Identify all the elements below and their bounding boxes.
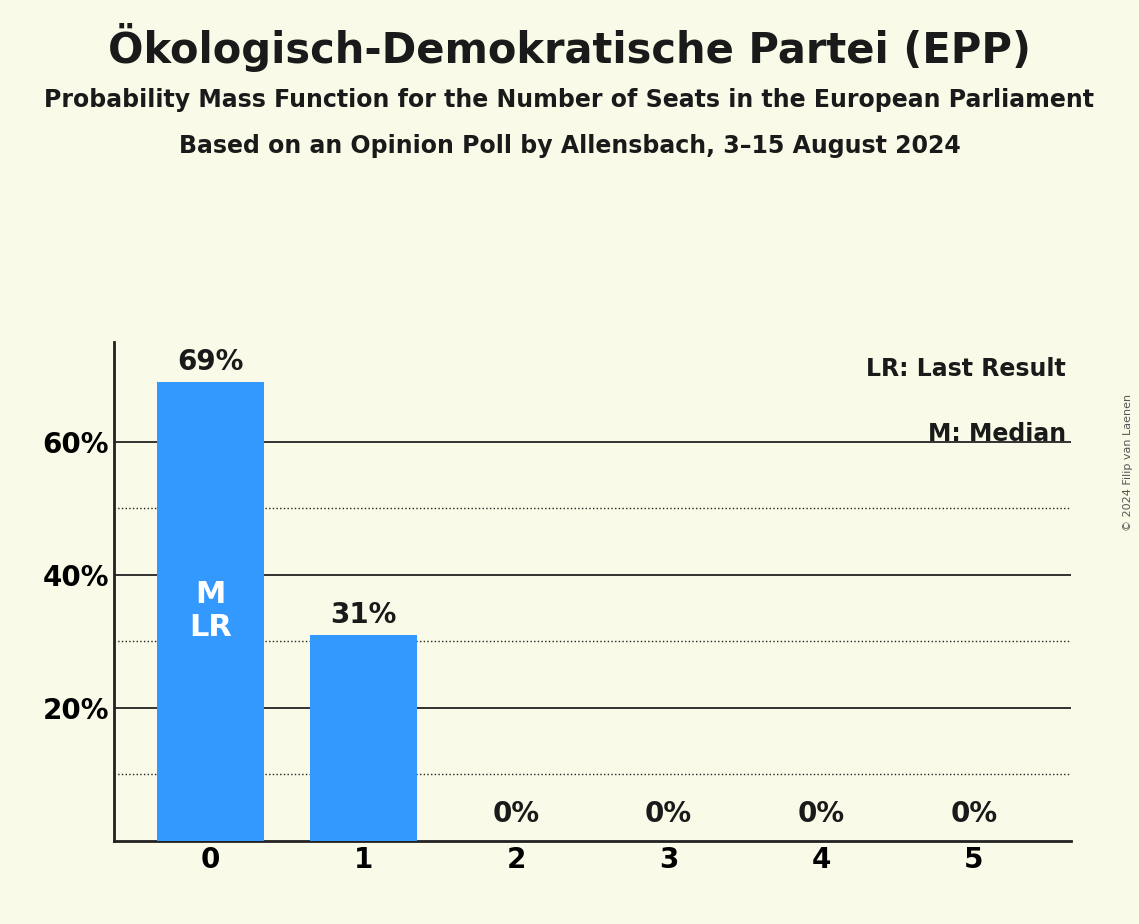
Bar xyxy=(157,382,264,841)
Bar xyxy=(310,635,417,841)
Text: © 2024 Filip van Laenen: © 2024 Filip van Laenen xyxy=(1123,394,1133,530)
Text: M: M xyxy=(196,580,226,609)
Text: LR: Last Result: LR: Last Result xyxy=(866,357,1066,381)
Text: M: Median: M: Median xyxy=(928,421,1066,445)
Text: Based on an Opinion Poll by Allensbach, 3–15 August 2024: Based on an Opinion Poll by Allensbach, … xyxy=(179,134,960,158)
Text: 69%: 69% xyxy=(178,348,244,376)
Text: 0%: 0% xyxy=(950,799,998,828)
Text: Probability Mass Function for the Number of Seats in the European Parliament: Probability Mass Function for the Number… xyxy=(44,88,1095,112)
Text: 0%: 0% xyxy=(797,799,845,828)
Text: 0%: 0% xyxy=(645,799,693,828)
Text: 0%: 0% xyxy=(492,799,540,828)
Text: 31%: 31% xyxy=(330,602,396,629)
Text: LR: LR xyxy=(189,614,232,642)
Text: Ökologisch-Demokratische Partei (EPP): Ökologisch-Demokratische Partei (EPP) xyxy=(108,23,1031,72)
